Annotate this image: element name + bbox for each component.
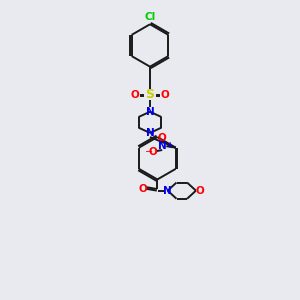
Text: O: O: [149, 147, 158, 157]
Text: O: O: [139, 184, 148, 194]
Text: N: N: [158, 141, 167, 151]
Text: S: S: [146, 88, 154, 101]
Text: N: N: [146, 128, 154, 138]
Text: Cl: Cl: [144, 12, 156, 22]
Text: O: O: [158, 133, 167, 143]
Text: −: −: [145, 147, 153, 157]
Text: N: N: [163, 186, 172, 196]
Text: N: N: [146, 107, 154, 117]
Text: O: O: [161, 90, 170, 100]
Text: +: +: [166, 141, 172, 150]
Text: O: O: [130, 90, 139, 100]
Text: O: O: [195, 186, 204, 196]
